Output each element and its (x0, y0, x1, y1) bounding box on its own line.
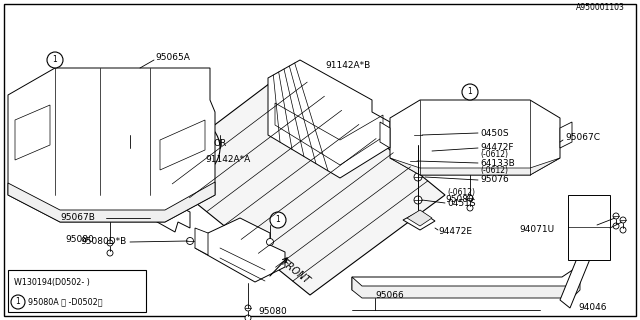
Text: 91142A*B: 91142A*B (325, 60, 371, 69)
Circle shape (613, 223, 619, 229)
Text: 95080: 95080 (258, 308, 287, 316)
Text: 1: 1 (468, 87, 472, 97)
Text: 95080D*B: 95080D*B (80, 237, 126, 246)
Text: 91142A*A: 91142A*A (205, 156, 250, 164)
Circle shape (47, 52, 63, 68)
Polygon shape (15, 105, 50, 160)
Circle shape (107, 250, 113, 256)
Circle shape (414, 173, 422, 181)
Text: 64133B: 64133B (480, 158, 515, 167)
Text: 1: 1 (276, 215, 280, 225)
Text: 95076: 95076 (480, 175, 509, 185)
Polygon shape (8, 182, 215, 222)
Circle shape (467, 195, 473, 201)
Text: 95066: 95066 (375, 291, 404, 300)
Circle shape (414, 196, 422, 204)
Text: 1: 1 (52, 55, 58, 65)
Circle shape (11, 295, 25, 309)
Polygon shape (410, 145, 432, 158)
Circle shape (467, 205, 473, 211)
Bar (8, 270, 146, 312)
Text: 94472E: 94472E (438, 228, 472, 236)
Text: 95080: 95080 (65, 236, 93, 244)
Polygon shape (560, 202, 610, 308)
Text: FRONT: FRONT (280, 258, 312, 286)
Polygon shape (560, 122, 572, 148)
Polygon shape (568, 195, 610, 260)
Circle shape (245, 305, 251, 311)
Circle shape (410, 157, 417, 164)
Ellipse shape (130, 113, 220, 183)
Polygon shape (390, 158, 560, 175)
Circle shape (186, 237, 193, 244)
Polygon shape (352, 277, 580, 298)
Text: 95067B: 95067B (60, 213, 95, 222)
Polygon shape (155, 68, 445, 295)
Polygon shape (195, 228, 208, 255)
Text: 1: 1 (15, 298, 20, 307)
Polygon shape (407, 210, 432, 226)
Text: OR: OR (213, 139, 227, 148)
Text: 95065A: 95065A (155, 53, 190, 62)
Text: 95080: 95080 (445, 196, 474, 204)
Text: 94071U: 94071U (520, 226, 555, 235)
Circle shape (266, 238, 273, 245)
Circle shape (245, 315, 251, 320)
Text: A950001103: A950001103 (576, 3, 625, 12)
Text: 0451S: 0451S (447, 198, 476, 207)
Polygon shape (380, 122, 390, 148)
Polygon shape (195, 218, 285, 282)
Polygon shape (411, 161, 425, 168)
Text: (-0612): (-0612) (447, 188, 475, 196)
Text: (-0612): (-0612) (480, 149, 508, 158)
Circle shape (270, 212, 286, 228)
Text: 0450S: 0450S (480, 129, 509, 138)
Polygon shape (352, 265, 580, 290)
Circle shape (620, 217, 626, 223)
Polygon shape (160, 120, 205, 170)
Text: 94472F: 94472F (480, 143, 513, 153)
Text: W130194(D0502- ): W130194(D0502- ) (14, 278, 90, 287)
Circle shape (613, 213, 619, 219)
Text: 95067C: 95067C (565, 133, 600, 142)
Text: 95080A 〈 -D0502〉: 95080A 〈 -D0502〉 (28, 298, 102, 307)
Polygon shape (150, 206, 190, 232)
Polygon shape (390, 100, 560, 175)
Text: 94046: 94046 (578, 303, 607, 313)
Polygon shape (268, 60, 390, 178)
Ellipse shape (139, 127, 211, 182)
Circle shape (462, 84, 478, 100)
Text: (-0612): (-0612) (480, 166, 508, 175)
Circle shape (414, 131, 422, 139)
Polygon shape (403, 211, 435, 230)
Circle shape (107, 240, 113, 246)
Polygon shape (8, 68, 215, 222)
Circle shape (620, 227, 626, 233)
